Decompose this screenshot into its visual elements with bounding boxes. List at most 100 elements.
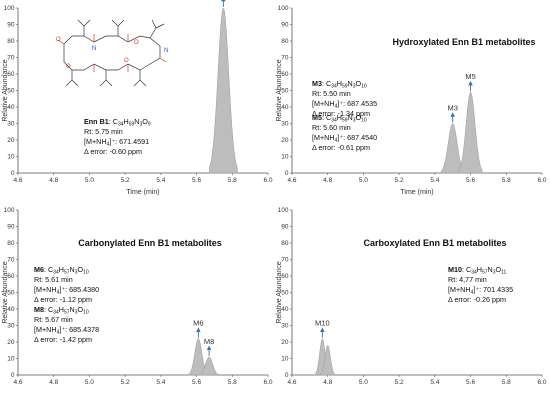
mass-error: Δ error: -0.26 ppm xyxy=(448,295,506,304)
formula-count: 59 xyxy=(129,122,135,128)
separator: : xyxy=(44,265,48,274)
x-tick-label: 5.2 xyxy=(395,379,404,386)
x-tick-label: 5.4 xyxy=(156,177,165,184)
svg-text:N: N xyxy=(164,48,168,54)
formula-count: 34 xyxy=(118,122,124,128)
formula-count: 3 xyxy=(140,122,143,128)
y-tick-label: 50 xyxy=(7,290,15,297)
y-tick-label: 50 xyxy=(281,88,289,95)
formula-element: N xyxy=(70,265,75,274)
panel-title: Carbonylated Enn B1 metabolites xyxy=(78,238,222,248)
x-tick-label: 5.2 xyxy=(121,379,130,386)
y-tick-label: 60 xyxy=(7,273,15,280)
formula-count: 59 xyxy=(342,84,348,90)
formula-element: C xyxy=(466,265,471,274)
formula-element: C xyxy=(48,305,53,314)
y-tick-label: 90 xyxy=(281,22,289,29)
y-tick-label: 100 xyxy=(4,207,15,214)
formula-count: 3 xyxy=(75,270,78,276)
formula-element: C xyxy=(48,265,53,274)
svg-text:O: O xyxy=(66,64,71,70)
y-tick-label: 10 xyxy=(7,356,15,363)
retention-time: Rt: 5.67 min xyxy=(34,315,73,324)
x-tick-label: 5.6 xyxy=(192,177,201,184)
x-tick-label: 4.6 xyxy=(13,379,22,386)
peak-label: M8 xyxy=(204,337,214,346)
x-tick-label: 4.8 xyxy=(49,379,58,386)
y-tick-label: 20 xyxy=(281,339,289,346)
y-tick-label: 40 xyxy=(281,104,289,111)
x-tick-label: 5.0 xyxy=(359,379,368,386)
formula-element: O xyxy=(142,117,148,126)
mass-error: Δ error: -1.42 ppm xyxy=(34,335,92,344)
peak-label: M5 xyxy=(465,72,475,81)
peak-label: M6 xyxy=(193,319,203,328)
x-tick-label: 6.0 xyxy=(537,379,546,386)
y-tick-label: 40 xyxy=(7,104,15,111)
x-tick-label: 4.8 xyxy=(323,379,332,386)
compound-name: M10 xyxy=(448,265,462,274)
y-tick-label: 90 xyxy=(7,224,15,231)
formula-count: 59 xyxy=(342,118,348,124)
formula-element: N xyxy=(488,265,493,274)
x-tick-label: 5.0 xyxy=(359,177,368,184)
compound-name: M5 xyxy=(312,113,322,122)
y-tick-label: 10 xyxy=(281,356,289,363)
x-tick-label: 5.4 xyxy=(156,379,165,386)
peak-m8 xyxy=(199,356,219,376)
compound-formula-line: M3: C34H59N3O10 xyxy=(312,79,367,90)
retention-time: Rt: 5.50 min xyxy=(312,89,351,98)
y-tick-label: 70 xyxy=(7,55,15,62)
formula-element: H xyxy=(337,113,342,122)
formula-element: O xyxy=(78,265,84,274)
formula-element: O xyxy=(496,265,502,274)
formula-count: 10 xyxy=(361,118,367,124)
x-tick-label: 4.6 xyxy=(287,379,296,386)
formula-count: 10 xyxy=(83,270,89,276)
y-tick-label: 100 xyxy=(4,5,15,12)
formula-count: 57 xyxy=(482,270,488,276)
compound-name: M6 xyxy=(34,265,44,274)
retention-time: Rt: 5.75 min xyxy=(84,127,123,136)
formula-element: N xyxy=(134,117,139,126)
formula-element: N xyxy=(348,79,353,88)
y-tick-label: 90 xyxy=(281,224,289,231)
mass-error: Δ error: -1.12 ppm xyxy=(34,295,92,304)
peak-enn-b1 xyxy=(209,7,238,174)
panel-top-right: 0 10 20 30 40 50 60 70 80 90 100 4.6 4.8 5.0 5.2 5.4 5.6… xyxy=(276,5,547,196)
formula-element: N xyxy=(70,305,75,314)
x-tick-label: 5.0 xyxy=(85,379,94,386)
x-axis-title: Time (min) xyxy=(126,189,159,196)
compound-name: Enn B1 xyxy=(84,117,109,126)
mass-error: Δ error: -0.60 ppm xyxy=(84,147,142,156)
x-tick-label: 5.4 xyxy=(430,177,439,184)
retention-time: Rt: 4,77 min xyxy=(448,275,487,284)
separator: : xyxy=(109,117,113,126)
formula-count: 3 xyxy=(493,270,496,276)
y-tick-label: 20 xyxy=(7,339,15,346)
x-tick-label: 4.6 xyxy=(287,177,296,184)
compound-formula-line: M8: C34H57N3O10 xyxy=(34,305,89,316)
mass-error: Δ error: -0.61 ppm xyxy=(312,143,370,152)
y-tick-label: 80 xyxy=(7,240,15,247)
mass-error: Δ error: -1.34 ppm xyxy=(312,109,370,118)
formula-element: C xyxy=(326,79,331,88)
formula-element: C xyxy=(113,117,118,126)
compound-formula-line: Enn B1: C34H59N3O9 xyxy=(84,117,151,128)
formula-count: 3 xyxy=(353,118,356,124)
formula-count: 57 xyxy=(64,310,70,316)
panel-title: Hydroxylated Enn B1 metabolites xyxy=(392,37,535,47)
y-tick-label: 0 xyxy=(285,170,289,177)
peak-label: M3 xyxy=(448,104,458,113)
retention-time: Rt: 5.60 min xyxy=(312,123,351,132)
y-axis-title: Relative Abundance xyxy=(276,261,283,323)
x-tick-label: 5.8 xyxy=(502,177,511,184)
y-tick-label: 100 xyxy=(278,5,289,12)
svg-text:O: O xyxy=(56,37,61,43)
mz-value: [M+NH4]⁺: 685.4380 xyxy=(34,285,99,296)
svg-text:O: O xyxy=(134,40,139,46)
formula-element: C xyxy=(326,113,331,122)
y-tick-label: 60 xyxy=(7,71,15,78)
y-tick-label: 80 xyxy=(281,240,289,247)
